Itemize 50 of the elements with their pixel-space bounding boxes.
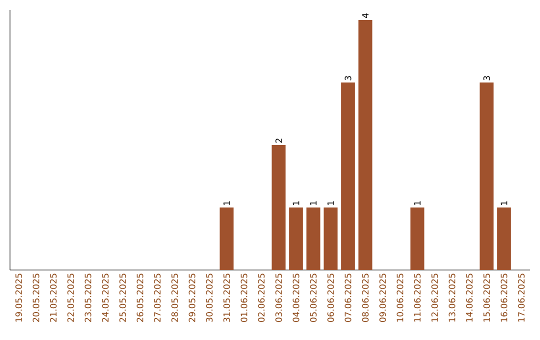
x-tick-label: 22.05.2025 [67,274,74,322]
data-label: 2 [275,138,282,143]
x-tick-label: 29.05.2025 [188,274,196,322]
x-tick-label: 27.05.2025 [154,274,161,322]
x-tick-label: 20.05.2025 [32,274,40,322]
bar [289,208,303,270]
x-tick-label: 12.06.2025 [431,274,438,322]
x-tick-label: 11.06.2025 [414,274,421,322]
bar [497,208,511,270]
x-tick-label: 07.06.2025 [344,274,352,322]
bar [480,82,494,270]
x-tick-label: 01.06.2025 [240,274,248,322]
data-label: 1 [310,201,316,205]
x-tick-label: 06.06.2025 [327,274,334,322]
x-tick-label: 03.06.2025 [275,274,282,322]
data-label: 1 [414,201,420,205]
bar [324,208,338,270]
x-tick-label: 14.06.2025 [466,274,473,322]
data-label: 1 [292,201,300,205]
x-tick-label: 08.06.2025 [362,274,369,322]
bar [341,82,355,270]
data-label: 4 [362,13,368,18]
x-tick-label: 26.05.2025 [136,274,144,322]
x-tick-label: 30.05.2025 [206,274,213,322]
x-tick-label: 21.05.2025 [50,274,57,322]
bar [410,208,424,270]
x-tick-label: 09.06.2025 [379,274,386,322]
x-tick-label: 17.06.2025 [518,274,525,322]
x-tick-label: 02.06.2025 [258,274,265,322]
x-tick-label: 10.06.2025 [396,274,404,322]
bar [272,145,286,270]
x-tick-label: 13.06.2025 [448,274,456,322]
x-tick-label: 19.05.2025 [15,274,22,322]
bar [358,20,372,270]
x-tick-label: 15.06.2025 [483,274,490,322]
data-label: 3 [483,76,490,80]
x-tick-label: 23.05.2025 [84,274,92,322]
data-label: 1 [500,201,508,205]
data-label: 1 [224,201,230,205]
bar [220,208,234,270]
x-tick-label: 28.05.2025 [171,274,178,322]
x-tick-label: 16.06.2025 [500,274,508,322]
x-tick-label: 25.05.2025 [119,274,126,322]
data-label: 1 [328,201,334,205]
data-label: 3 [344,76,352,80]
bar [306,208,320,270]
x-tick-label: 04.06.2025 [292,274,300,322]
x-tick-label: 24.05.2025 [102,274,109,322]
x-tick-label: 05.06.2025 [310,274,317,322]
x-tick-label: 31.05.2025 [223,274,230,322]
